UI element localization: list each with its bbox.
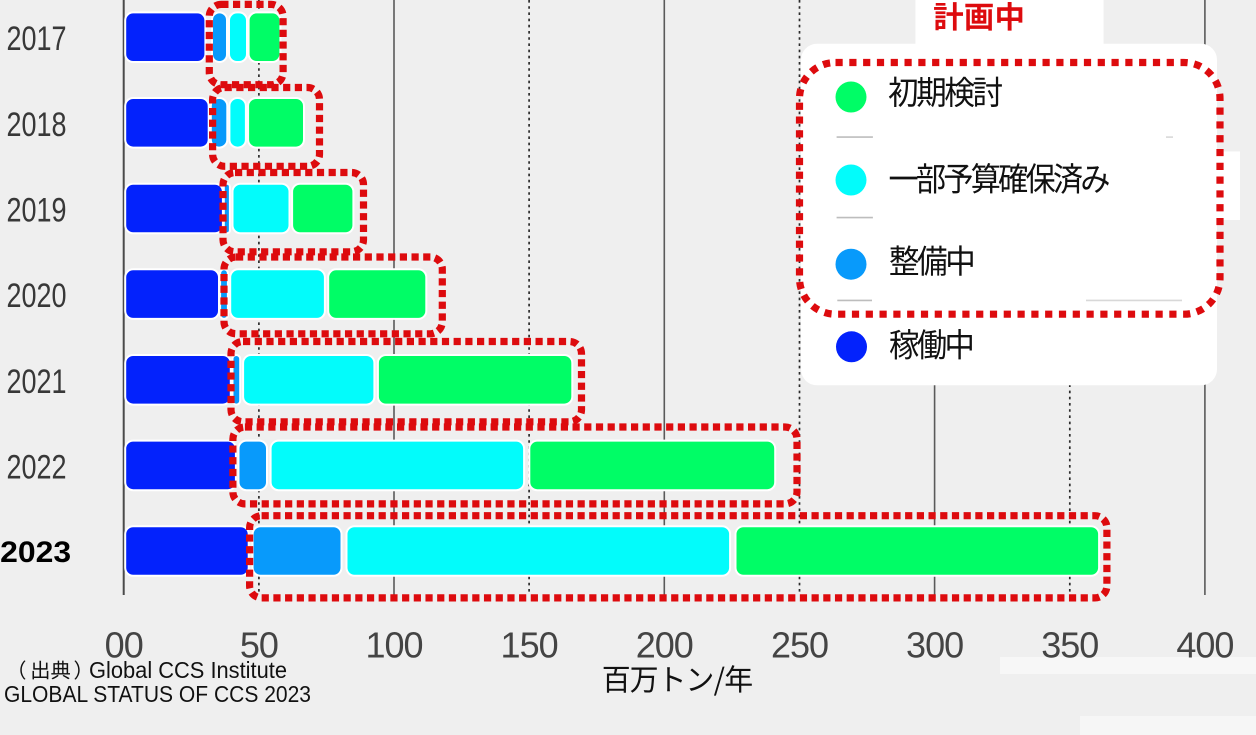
svg-text:200: 200 xyxy=(636,625,693,666)
svg-text:2021: 2021 xyxy=(7,363,67,401)
svg-text:2020: 2020 xyxy=(7,277,67,315)
svg-text:350: 350 xyxy=(1041,625,1098,666)
svg-text:2017: 2017 xyxy=(7,20,67,58)
svg-text:2022: 2022 xyxy=(7,448,67,486)
svg-text:100: 100 xyxy=(365,625,422,666)
svg-text:150: 150 xyxy=(501,625,558,666)
svg-text:50: 50 xyxy=(240,625,278,666)
svg-text:2019: 2019 xyxy=(7,192,67,230)
svg-text:2018: 2018 xyxy=(7,106,67,144)
svg-text:250: 250 xyxy=(771,625,828,666)
svg-text:300: 300 xyxy=(906,625,963,666)
svg-text:00: 00 xyxy=(105,625,143,666)
svg-text:Global CCS Institute: Global CCS Institute xyxy=(89,657,287,683)
svg-text:2023: 2023 xyxy=(0,536,71,569)
svg-text:GLOBAL STATUS OF CCS 2023: GLOBAL STATUS OF CCS 2023 xyxy=(4,681,311,707)
svg-text:400: 400 xyxy=(1176,625,1233,666)
